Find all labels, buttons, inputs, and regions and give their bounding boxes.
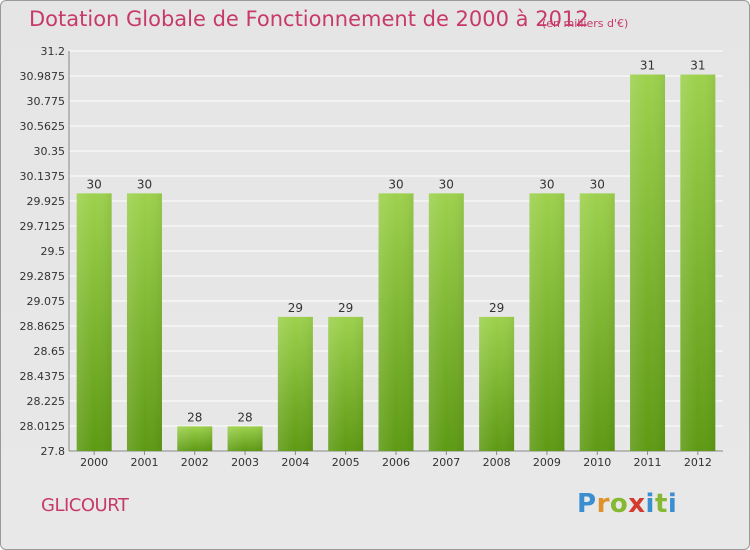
- logo-letter: t: [654, 489, 668, 519]
- x-tick-label: 2010: [583, 456, 611, 469]
- bar-shade: [579, 193, 615, 451]
- y-tick-label: 31.2: [41, 45, 66, 58]
- bar-shade: [126, 193, 162, 451]
- x-tick-label: 2008: [483, 456, 511, 469]
- data-label: 30: [439, 177, 454, 191]
- x-tick-label: 2009: [533, 456, 561, 469]
- y-tick-label: 28.8625: [20, 320, 66, 333]
- x-tick-label: 2001: [130, 456, 158, 469]
- data-label: 29: [288, 301, 303, 315]
- x-tick-label: 2011: [634, 456, 662, 469]
- bar-shade: [428, 193, 464, 451]
- y-tick-label: 29.075: [27, 295, 66, 308]
- x-tick-label: 2003: [231, 456, 259, 469]
- data-label: 30: [388, 177, 403, 191]
- logo-letter: i: [645, 489, 655, 519]
- y-tick-label: 27.8: [41, 445, 66, 458]
- logo-letter: r: [596, 489, 610, 519]
- data-label: 29: [338, 301, 353, 315]
- bar-shade: [680, 74, 716, 451]
- y-tick-label: 28.0125: [20, 420, 66, 433]
- y-tick-label: 30.35: [34, 145, 66, 158]
- bar-shade: [529, 193, 565, 451]
- y-tick-label: 29.2875: [20, 270, 66, 283]
- data-label: 29: [489, 301, 504, 315]
- y-tick-label: 30.775: [27, 95, 66, 108]
- data-label: 28: [187, 410, 202, 424]
- data-label: 30: [87, 177, 102, 191]
- logo-letter: x: [628, 489, 646, 519]
- x-tick-label: 2005: [332, 456, 360, 469]
- y-tick-label: 29.5: [41, 245, 66, 258]
- logo-letter: i: [667, 489, 678, 519]
- bars: [76, 74, 716, 451]
- bar-shade: [76, 193, 112, 451]
- y-tick-label: 30.1375: [20, 170, 66, 183]
- y-tick-label: 29.7125: [20, 220, 66, 233]
- y-tick-label: 28.4375: [20, 370, 66, 383]
- bar-shade: [479, 316, 515, 451]
- labels: 27.8 28.0125 28.225 28.4375 28.65 28.8625 29.0…: [20, 45, 712, 469]
- logo-letter: o: [609, 489, 629, 519]
- unit-label: (en milliers d'€): [542, 17, 629, 30]
- data-label: 30: [137, 177, 152, 191]
- bar-shade: [277, 316, 313, 451]
- data-label: 31: [690, 59, 705, 73]
- y-tick-label: 28.225: [27, 395, 66, 408]
- y-tick-label: 30.9875: [20, 70, 66, 83]
- y-tick-label: 28.65: [34, 345, 66, 358]
- x-tick-label: 2007: [432, 456, 460, 469]
- x-tick-label: 2006: [382, 456, 410, 469]
- bar-shade: [227, 426, 263, 451]
- commune-name: GLICOURT: [41, 495, 129, 516]
- bar-shade: [328, 316, 364, 451]
- x-tick-label: 2012: [684, 456, 712, 469]
- x-tick-label: 2000: [80, 456, 108, 469]
- bar-shade: [378, 193, 414, 451]
- x-tick-label: 2002: [181, 456, 209, 469]
- proxiti-logo[interactable]: Proxiti: [577, 489, 677, 519]
- logo-letter: P: [577, 489, 597, 519]
- data-label: 31: [640, 59, 655, 73]
- y-tick-label: 30.5625: [20, 120, 66, 133]
- bar-shade: [177, 426, 213, 451]
- data-label: 30: [590, 177, 605, 191]
- chart-title: Dotation Globale de Fonctionnement de 20…: [29, 7, 589, 31]
- data-label: 30: [539, 177, 554, 191]
- x-tick-label: 2004: [281, 456, 309, 469]
- bar-shade: [630, 74, 666, 451]
- y-tick-label: 29.925: [27, 195, 66, 208]
- data-label: 28: [237, 410, 252, 424]
